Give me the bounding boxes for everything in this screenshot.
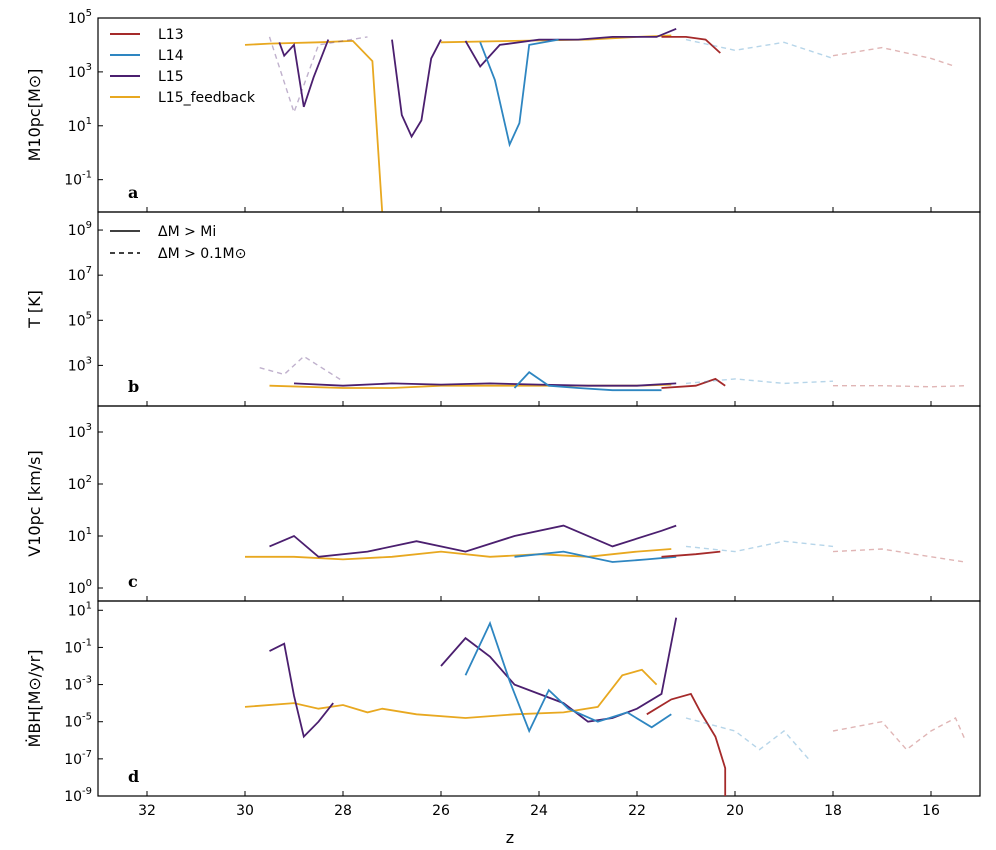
legend-label: L15_feedback bbox=[158, 90, 256, 106]
series-line-l15 bbox=[259, 355, 344, 382]
y-tick-label: 103 bbox=[68, 62, 92, 81]
panel-frame bbox=[97, 405, 981, 602]
y-axis-label: ṀBH[M⊙/yr] bbox=[25, 650, 44, 748]
x-tick-label: 18 bbox=[824, 803, 842, 819]
panels: 105 103 101 10-1 a M10pc[M⊙] 109 107 105 103 b T [K… bbox=[25, 8, 981, 819]
series-line-l15 bbox=[391, 39, 442, 139]
x-tick-label: 28 bbox=[334, 803, 352, 819]
series-line-l15-feedback bbox=[244, 668, 658, 719]
series-line-l13 bbox=[832, 46, 956, 68]
y-tick-label: 103 bbox=[68, 355, 92, 374]
x-tick-label: 24 bbox=[530, 803, 548, 819]
y-tick-label: 101 bbox=[68, 116, 92, 135]
y-tick-label: 109 bbox=[68, 220, 92, 239]
panel-letter: c bbox=[128, 572, 138, 591]
y-tick-label: 107 bbox=[68, 265, 92, 284]
series-line-l13 bbox=[832, 548, 966, 563]
series-group bbox=[245, 524, 966, 563]
series-line-l14 bbox=[685, 717, 810, 760]
series-group bbox=[259, 355, 966, 392]
x-tick-label: 26 bbox=[432, 803, 450, 819]
x-tick-label: 16 bbox=[922, 803, 940, 819]
panel-c: 103 102 101 100 c V10pc [km/s] bbox=[25, 405, 981, 602]
panel-frame bbox=[97, 211, 981, 407]
y-axis-label: M10pc[M⊙] bbox=[25, 69, 44, 162]
series-line-l14 bbox=[685, 38, 834, 60]
y-tick-label: 102 bbox=[68, 474, 92, 493]
series-line-l14 bbox=[514, 550, 677, 563]
series-line-l13 bbox=[661, 36, 721, 54]
y-tick-label: 10-3 bbox=[64, 675, 92, 694]
series-line-l14 bbox=[479, 38, 559, 148]
y-tick-label: 10-1 bbox=[64, 170, 92, 189]
y-tick-label: 103 bbox=[68, 422, 92, 441]
panel-letter: d bbox=[128, 767, 139, 786]
style-legend: ΔM > Mi ΔM > 0.1M⊙ bbox=[110, 224, 246, 262]
legends: L13 L14 L15 L15_feedback ΔM > Mi ΔM > 0.1M⊙ bbox=[110, 27, 256, 262]
x-tick-label: 20 bbox=[726, 803, 744, 819]
series-line-l14 bbox=[685, 540, 834, 553]
y-tick-label: 101 bbox=[68, 600, 92, 619]
legend-label: L15 bbox=[158, 69, 184, 85]
x-tick-label: 30 bbox=[236, 803, 254, 819]
y-tick-label: 10-1 bbox=[64, 637, 92, 656]
series-line-l13 bbox=[661, 550, 721, 558]
series-line-l15-feedback bbox=[244, 39, 384, 212]
series-line-l13 bbox=[832, 717, 966, 751]
legend-label: L13 bbox=[158, 27, 184, 43]
series-line-l15 bbox=[268, 36, 368, 115]
series-line-l13 bbox=[833, 385, 966, 388]
panel-frame bbox=[97, 17, 981, 213]
series-line-l15 bbox=[269, 524, 677, 558]
y-tick-label: 101 bbox=[68, 526, 92, 545]
y-tick-label: 10-5 bbox=[64, 712, 92, 731]
y-tick-label: 10-7 bbox=[64, 749, 92, 768]
y-tick-label: 10-9 bbox=[64, 786, 92, 805]
series-line-l14 bbox=[685, 378, 834, 385]
y-tick-label: 105 bbox=[68, 8, 92, 27]
panel-b: 109 107 105 103 b T [K] bbox=[25, 211, 981, 407]
series-line-l14 bbox=[464, 620, 672, 734]
x-tick-label: 22 bbox=[628, 803, 646, 819]
panel-d: 101 10-1 10-3 10-5 10-7 10-9 d ṀBH[M⊙/yr] bbox=[25, 600, 981, 805]
series-group bbox=[244, 27, 956, 212]
series-line-l13 bbox=[661, 377, 726, 389]
y-tick-label: 100 bbox=[68, 578, 92, 597]
y-axis-label: V10pc [km/s] bbox=[25, 450, 44, 556]
series-line-l13 bbox=[646, 692, 727, 796]
series-legend: L13 L14 L15 L15_feedback bbox=[110, 27, 256, 106]
legend-label: ΔM > Mi bbox=[158, 224, 216, 240]
panel-letter: a bbox=[128, 183, 138, 202]
series-group bbox=[244, 617, 966, 796]
x-tick-label: 32 bbox=[138, 803, 156, 819]
series-line-l15 bbox=[464, 27, 677, 69]
panel-frame bbox=[97, 600, 981, 797]
series-line-l15 bbox=[269, 642, 334, 739]
y-tick-label: 105 bbox=[68, 310, 92, 329]
series-line-l15-feedback bbox=[245, 548, 672, 561]
legend-label: ΔM > 0.1M⊙ bbox=[158, 246, 246, 262]
series-line-l14 bbox=[513, 371, 662, 392]
x-axis-label: z bbox=[506, 828, 514, 847]
legend-label: L14 bbox=[158, 48, 184, 64]
y-axis-label: T [K] bbox=[25, 290, 44, 329]
series-line-l15 bbox=[293, 382, 677, 387]
panel-letter: b bbox=[128, 377, 139, 396]
series-line-l15 bbox=[278, 39, 330, 108]
